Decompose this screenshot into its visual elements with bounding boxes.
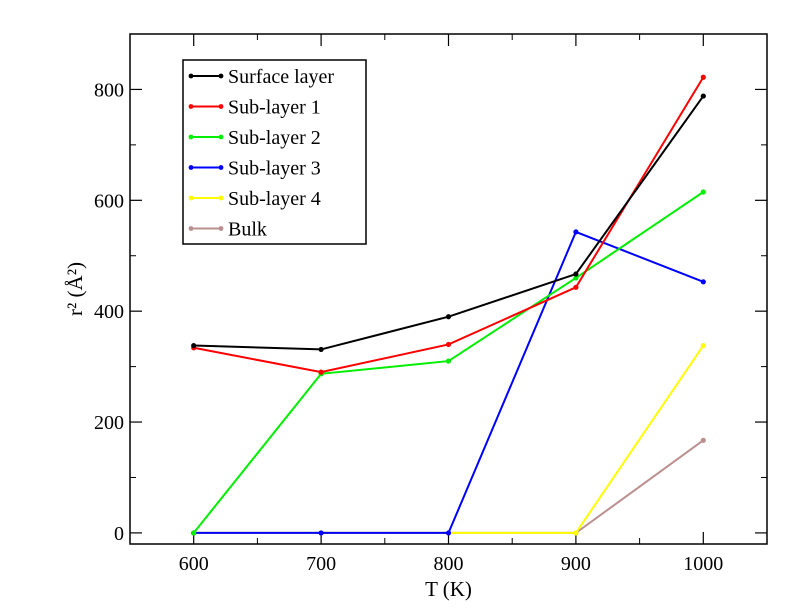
data-point-surface-layer [318,346,324,353]
x-tick-label: 600 [179,553,209,575]
x-tick-label: 700 [306,553,336,575]
legend-marker-sub-layer-3 [218,165,224,170]
data-point-sub-layer-4 [573,530,579,536]
data-point-sub-layer-3 [318,530,324,536]
legend-label-sub-layer-2: Sub-layer 2 [228,127,321,149]
x-axis-title: T (K) [425,577,472,601]
legend-box [182,59,367,245]
data-point-sub-layer-1 [318,369,324,375]
x-tick-label: 900 [561,553,591,575]
legend-marker-sub-layer-1 [218,104,224,109]
data-point-sub-layer-2 [573,275,579,281]
legend-marker-surface-layer [188,73,194,79]
series-line-bulk [193,439,704,534]
data-point-sub-layer-2 [191,530,197,536]
data-point-sub-layer-2 [445,358,452,364]
y-axis: 0 200 400 600 800 [94,79,767,545]
y-tick-label: 800 [94,79,124,101]
legend-marker-bulk [188,226,194,231]
data-point-sub-layer-2 [700,189,706,195]
data-point-sub-layer-1 [700,74,706,80]
data-point-sub-layer-3 [445,530,452,536]
legend-marker-sub-layer-1 [188,104,194,109]
data-point-surface-layer [191,342,197,349]
legend-label-sub-layer-1: Sub-layer 1 [228,97,321,119]
x-axis: 600 700 800 900 1000 [129,34,768,575]
x-tick-label: 1000 [683,553,723,575]
series-line-sub-layer-3 [193,230,704,534]
legend-label-surface-layer: Surface layer [228,66,334,88]
legend-marker-sub-layer-4 [218,195,224,201]
data-point-surface-layer [573,271,579,277]
legend-marker-sub-layer-2 [218,134,224,140]
y-tick-label: 200 [94,412,124,434]
y-tick-label: 400 [94,301,124,323]
legend-label-sub-layer-3: Sub-layer 3 [228,158,321,180]
legend-marker-sub-layer-3 [188,165,194,170]
data-point-surface-layer [445,314,452,320]
legend-label-sub-layer-4: Sub-layer 4 [228,188,321,210]
x-tick-label: 800 [434,553,464,575]
data-point-sub-layer-4 [700,342,706,349]
data-point-surface-layer [700,93,706,99]
y-axis-title: r² (Å²) [63,262,87,316]
data-point-sub-layer-1 [573,284,579,290]
legend-marker-surface-layer [218,73,224,79]
legend-marker-sub-layer-4 [188,195,194,201]
legend-marker-bulk [218,226,224,231]
series-line-sub-layer-4 [193,344,705,534]
legend: Surface layer Sub-layer 1 Sub-layer 2 Sub-l… [182,59,367,245]
y-tick-label: 600 [94,190,124,212]
data-point-sub-layer-1 [445,341,452,348]
data-point-sub-layer-3 [700,279,706,285]
data-point-bulk [700,437,706,443]
legend-label-bulk: Bulk [228,219,267,241]
series-layer [191,74,706,536]
y-tick-label: 0 [114,523,124,545]
data-point-sub-layer-3 [573,229,579,235]
legend-marker-sub-layer-2 [188,134,194,140]
